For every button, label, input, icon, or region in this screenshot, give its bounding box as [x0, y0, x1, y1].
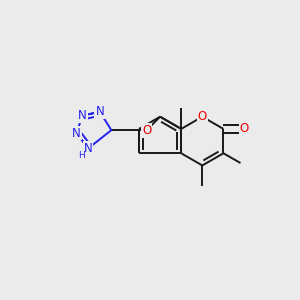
Text: O: O — [239, 122, 249, 135]
Text: N: N — [84, 142, 92, 155]
Text: N: N — [72, 127, 81, 140]
Text: N: N — [95, 105, 104, 118]
Text: O: O — [198, 110, 207, 123]
Text: O: O — [142, 124, 151, 136]
Text: N: N — [78, 109, 87, 122]
Text: H: H — [78, 151, 85, 160]
